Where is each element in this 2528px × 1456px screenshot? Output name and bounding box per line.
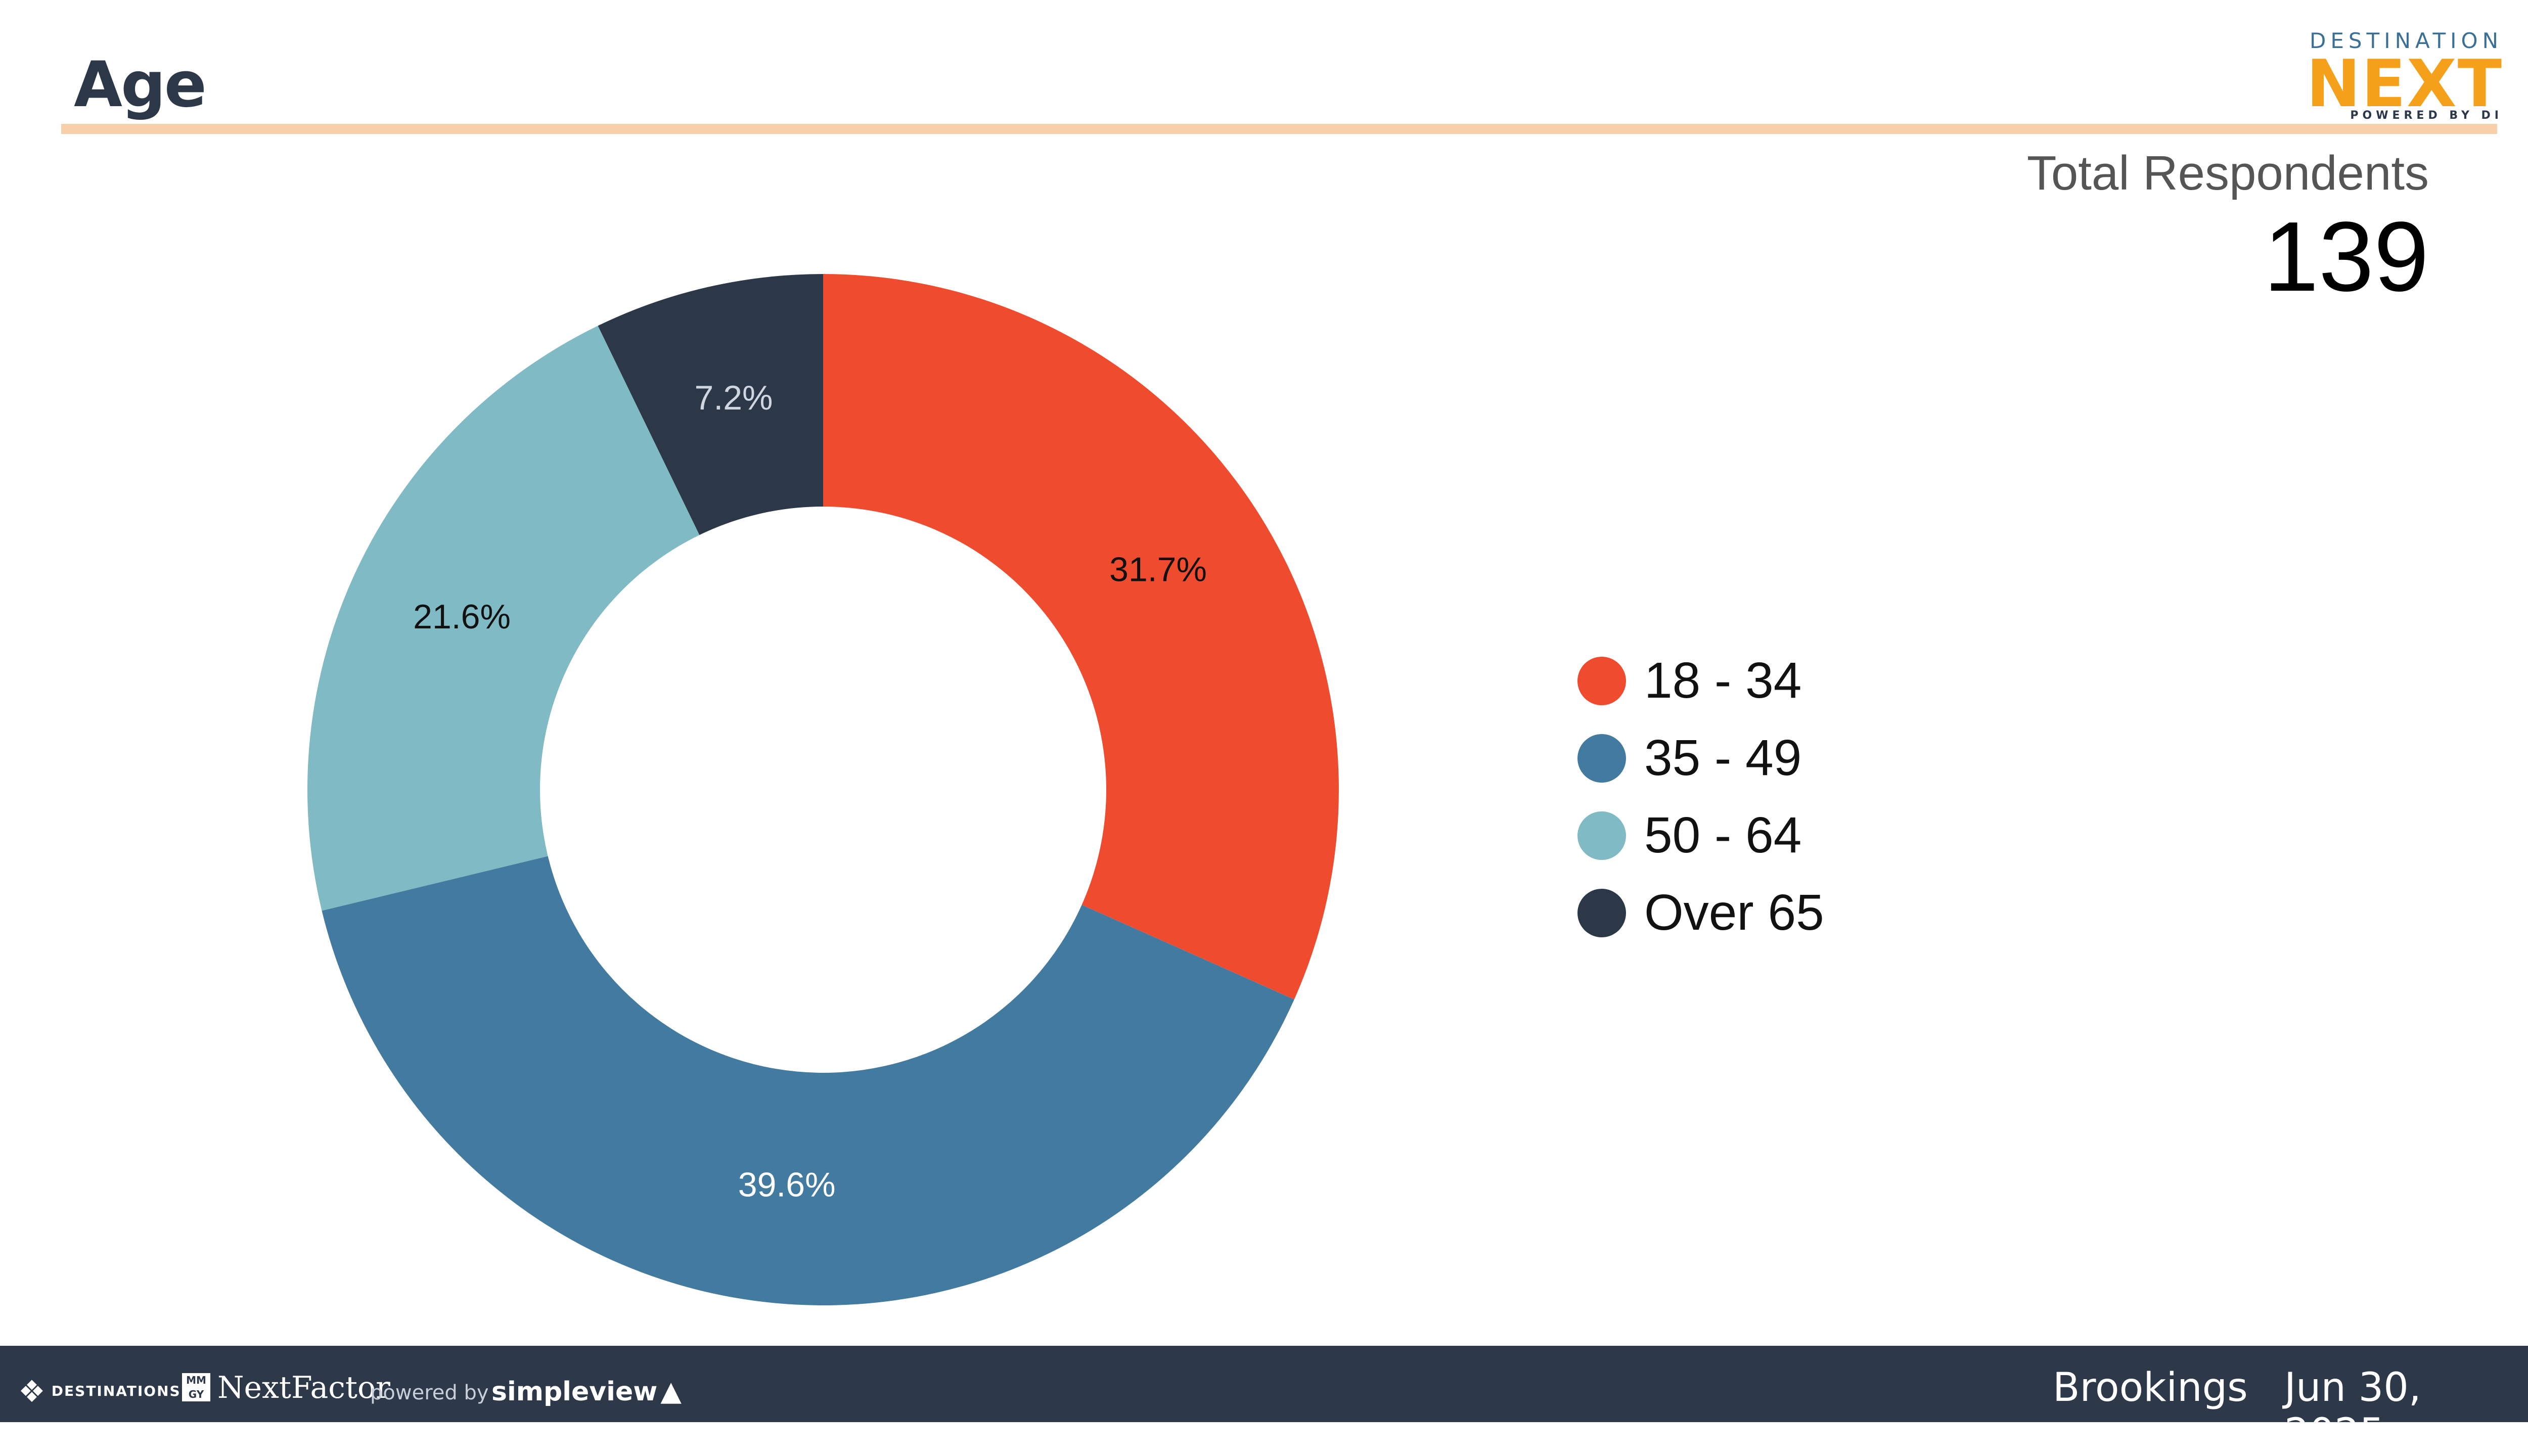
legend-label: 18 - 34 <box>1644 652 1802 709</box>
total-respondents-label: Total Respondents <box>2026 146 2429 200</box>
total-respondents-value: 139 <box>2263 201 2429 312</box>
logo-line-3: POWERED BY DI <box>2350 109 2503 122</box>
legend-label: 35 - 49 <box>1644 730 1802 786</box>
age-donut-chart: 31.7% 39.6% 21.6% 7.2% <box>307 274 1339 1306</box>
legend-item-50-64: 50 - 64 <box>1577 797 1824 874</box>
simpleview-logo: simpleview ▲ <box>491 1375 682 1407</box>
logo-line-1: DESTINATION <box>2310 28 2503 53</box>
donut-slice-50-64 <box>307 326 700 911</box>
donut-slice-18-34 <box>823 274 1339 999</box>
nextfactor-logo: NextFactor <box>217 1370 390 1405</box>
legend-swatch <box>1577 656 1626 705</box>
legend-swatch <box>1577 888 1626 937</box>
legend-label: Over 65 <box>1644 884 1824 941</box>
donut-slice-35-49 <box>322 856 1294 1306</box>
donut-slice-label: 31.7% <box>1109 551 1207 589</box>
legend-item-over-65: Over 65 <box>1577 874 1824 951</box>
footer-location: Brookings <box>2053 1365 2248 1410</box>
mmgy-logo: MM GY <box>182 1373 210 1401</box>
legend-label: 50 - 64 <box>1644 807 1802 863</box>
destinations-text: DESTINATIONS <box>51 1383 181 1399</box>
powered-by-text: powered by <box>370 1381 489 1404</box>
legend-swatch <box>1577 734 1626 783</box>
logo-line-2: NEXT <box>2306 47 2503 122</box>
donut-slice-label: 7.2% <box>695 379 773 417</box>
footer-bar: ❖ DESTINATIONS MM GY NextFactor powered b… <box>0 1346 2528 1456</box>
simpleview-text: simpleview <box>491 1377 658 1407</box>
footer-date: Jun 30, 2025 <box>2284 1365 2421 1456</box>
legend-swatch <box>1577 811 1626 860</box>
legend-item-35-49: 35 - 49 <box>1577 719 1824 797</box>
page-title: Age <box>74 49 207 121</box>
donut-slice-over-65 <box>598 274 823 535</box>
donut-slice-label: 39.6% <box>738 1166 836 1204</box>
donut-slice-label: 21.6% <box>413 598 511 636</box>
simpleview-icon: ▲ <box>660 1375 682 1407</box>
chart-legend: 18 - 34 35 - 49 50 - 64 Over 65 <box>1577 642 1824 951</box>
destinations-international-logo: ❖ DESTINATIONS <box>18 1374 181 1409</box>
destination-next-logo: DESTINATION NEXT POWERED BY DI <box>2306 28 2503 129</box>
globe-icon: ❖ <box>18 1374 47 1409</box>
title-divider <box>61 124 2497 134</box>
legend-item-18-34: 18 - 34 <box>1577 642 1824 719</box>
